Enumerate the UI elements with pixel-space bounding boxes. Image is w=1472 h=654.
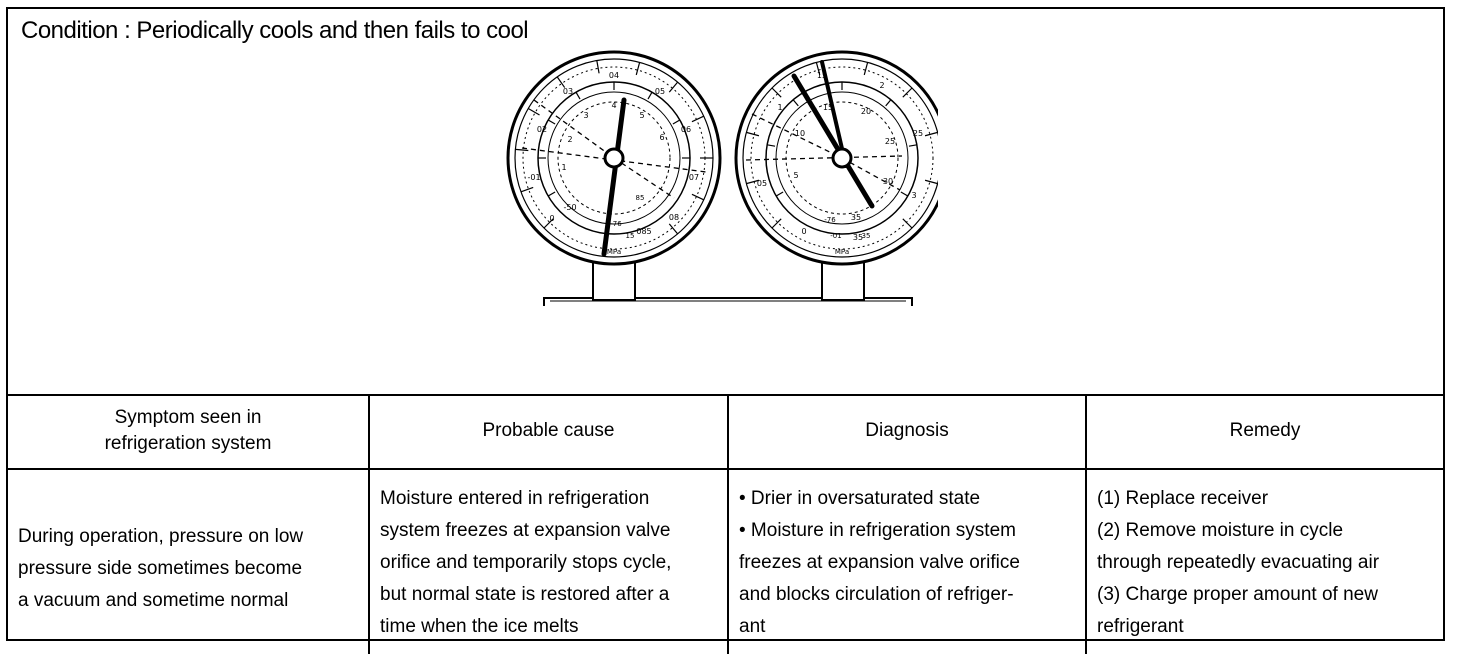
low-outer-tick-label: 0 [549,214,554,223]
low-gauge-label: -76 [610,220,622,228]
header-cause: Probable cause [368,394,729,470]
low-unit-label: MPa [607,248,621,256]
header-symptom-line: refrigeration system [104,433,272,454]
low-outer-tick-label: 08 [669,213,679,222]
low-outer-tick-label: 085 [636,227,651,236]
low-inner-tick-label: 3 [583,111,588,120]
low-inner-tick-label: 6 [659,133,664,142]
high-pressure-gauge: 0 05 1 15 2 25 3 35 5 10 15 20 25 30 35 … [734,50,938,266]
cell-line: • Drier in oversaturated state [739,488,981,509]
low-inner-tick-label: 4 [611,101,616,110]
high-outer-tick-label: 0 [801,227,806,236]
cell-line: ant [739,616,766,637]
high-outer-tick-label: 05 [757,179,767,188]
low-outer-tick-label: 04 [609,71,619,80]
troubleshooting-table: Symptom seen in refrigeration system Pro… [8,394,1443,654]
high-unit-label: MPa [835,248,849,256]
low-gauge-label: 85 [636,194,645,202]
cell-line: freezes at expansion valve orifice [739,552,1020,573]
low-outer-tick-label: 06 [681,125,691,134]
cell-line: a vacuum and sometime normal [18,590,289,611]
cell-line: (1) Replace receiver [1097,488,1269,509]
high-gauge-label: -76 [824,216,836,224]
high-gauge-needle-1 [791,73,875,209]
high-inner-tick-label: 25 [885,137,895,146]
low-inner-tick-label: 5 [639,111,644,120]
cell-line: but normal state is restored after a [380,584,670,605]
low-inner-tick-label: 1 [561,163,566,172]
cell-line: During operation, pressure on low [18,526,304,547]
table-row: During operation, pressure on low pressu… [8,468,1443,654]
cell-remedy: (1) Replace receiver (2) Remove moisture… [1085,468,1443,654]
high-outer-tick-label: 25 [913,129,923,138]
cell-line: (3) Charge proper amount of new [1097,584,1378,605]
condition-sheet: Condition : Periodically cools and then … [6,7,1445,654]
cell-line: orifice and temporarily stops cycle, [380,552,672,573]
low-outer-tick-label: 03 [563,87,573,96]
cell-line: (2) Remove moisture in cycle [1097,520,1344,541]
high-gauge-label: -01 [830,232,841,240]
header-diagnosis: Diagnosis [727,394,1087,470]
table-header-row: Symptom seen in refrigeration system Pro… [8,394,1443,470]
cell-line: system freezes at expansion valve [380,520,671,541]
cell-line: pressure side sometimes become [18,558,303,579]
cell-symptom: During operation, pressure on low pressu… [8,468,370,654]
header-symptom: Symptom seen in refrigeration system [8,394,370,470]
condition-title: Condition : Periodically cools and then … [21,17,529,44]
cell-line: and blocks circulation of refriger- [739,584,1014,605]
high-gauge-label: 35 [862,232,871,240]
low-pressure-gauge: 0 -01 02 03 04 05 06 07 08 085 -50 1 2 3… [506,50,722,266]
high-inner-tick-label: 10 [795,129,805,138]
cell-line: refrigerant [1097,616,1184,637]
low-outer-tick-label: -01 [527,173,540,182]
high-outer-tick-label: 1 [777,103,782,112]
cell-line: time when the ice melts [380,616,579,637]
manifold-gauge-illustration: 0 -01 02 03 04 05 06 07 08 085 -50 1 2 3… [506,50,938,306]
high-outer-tick-label: 3 [911,191,916,200]
cell-cause: Moisture entered in refrigeration system… [368,468,729,654]
low-gauge-hub [603,147,625,169]
high-inner-tick-label: 35 [851,213,861,222]
high-outer-tick-label: 15 [817,71,827,80]
low-gauge-needle [601,97,627,257]
high-inner-tick-label: 20 [861,107,871,116]
high-inner-tick-label: 15 [823,103,833,112]
low-outer-tick-label: 02 [537,125,547,134]
high-inner-tick-label: 30 [883,177,893,186]
cell-line: • Moisture in refrigeration system [739,520,1016,541]
high-inner-tick-label: 5 [793,171,798,180]
condition-panel: Condition : Periodically cools and then … [8,9,1443,396]
high-outer-tick-label: 35 [853,233,863,242]
high-gauge-hub [831,147,853,169]
cell-line: through repeatedly evacuating air [1097,552,1380,573]
low-inner-tick-label: 2 [567,135,572,144]
low-outer-tick-label: 05 [655,87,665,96]
low-gauge-label: 15 [626,232,635,240]
high-outer-tick-label: 2 [879,81,884,90]
low-outer-tick-label: 07 [689,173,699,182]
cell-line: Moisture entered in refrigeration [380,488,650,509]
cell-diagnosis: • Drier in oversaturated state • Moistur… [727,468,1087,654]
header-symptom-line: Symptom seen in [114,407,262,428]
low-inner-tick-label: -50 [563,203,576,212]
header-remedy: Remedy [1085,394,1443,470]
